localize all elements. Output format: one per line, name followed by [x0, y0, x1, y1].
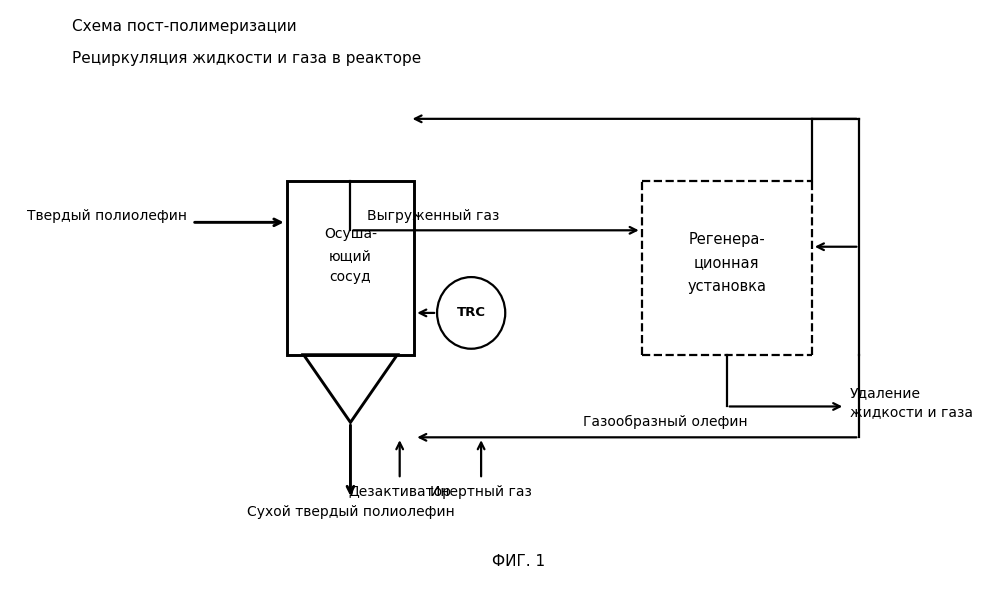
- Text: Инертный газ: Инертный газ: [430, 485, 532, 499]
- Text: ФИГ. 1: ФИГ. 1: [492, 553, 545, 569]
- Text: Твердый полиолефин: Твердый полиолефин: [27, 209, 187, 224]
- Text: Удаление
жидкости и газа: Удаление жидкости и газа: [850, 386, 973, 419]
- Text: Рециркуляция жидкости и газа в реакторе: Рециркуляция жидкости и газа в реакторе: [72, 51, 421, 66]
- Text: TRC: TRC: [457, 306, 486, 319]
- Text: Осуша-
ющий
сосуд: Осуша- ющий сосуд: [324, 227, 377, 284]
- Circle shape: [437, 277, 505, 349]
- Text: Сухой твердый полиолефин: Сухой твердый полиолефин: [247, 505, 454, 519]
- Text: Дезактиватор: Дезактиватор: [348, 485, 451, 499]
- Text: Газообразный олефин: Газообразный олефин: [583, 415, 748, 430]
- Text: Регенера-
ционная
установка: Регенера- ционная установка: [687, 232, 766, 294]
- Text: Схема пост-полимеризации: Схема пост-полимеризации: [72, 19, 296, 34]
- Text: Выгруженный газ: Выгруженный газ: [367, 209, 500, 224]
